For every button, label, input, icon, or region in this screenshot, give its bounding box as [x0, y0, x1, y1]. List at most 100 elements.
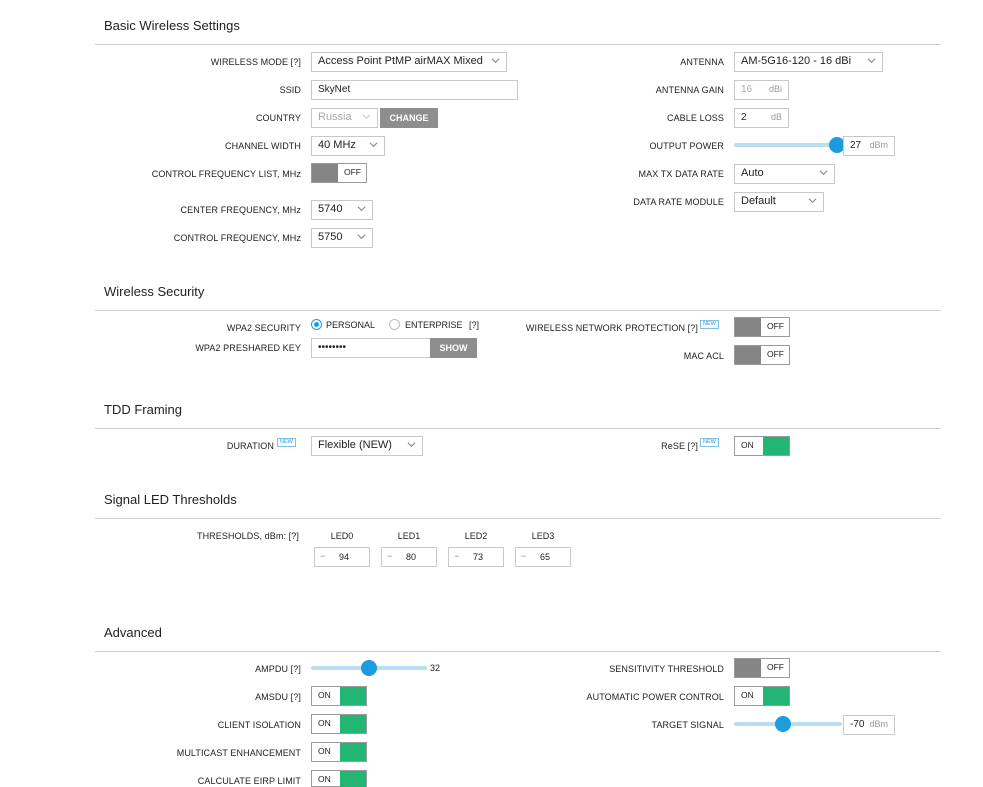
section-title-security: Wireless Security [104, 284, 205, 299]
led3-input[interactable]: − 65 [515, 547, 571, 567]
mac-acl-toggle[interactable]: OFF [734, 345, 790, 365]
control-freq-label: CONTROL FREQUENCY, MHz [173, 233, 301, 243]
chevron-down-icon [357, 234, 366, 240]
section-title-tdd: TDD Framing [104, 402, 183, 417]
control-freq-list-toggle[interactable]: OFF [311, 163, 367, 183]
led2-input[interactable]: − 73 [448, 547, 504, 567]
toggle-knob [763, 437, 789, 455]
apc-toggle[interactable]: ON [734, 686, 790, 706]
psk-value: •••••••• [318, 342, 347, 353]
apc-label: AUTOMATIC POWER CONTROL [586, 692, 724, 702]
target-signal-unit: dBm [869, 719, 888, 729]
new-badge: NEW [700, 438, 719, 447]
output-power-unit: dBm [869, 140, 888, 150]
thresholds-label: THRESHOLDS, dBm: [?] [196, 531, 299, 541]
control-freq-value: 5750 [318, 231, 343, 243]
show-psk-button[interactable]: SHOW [430, 338, 477, 358]
output-power-value: 27 [850, 140, 862, 151]
max-tx-select[interactable]: Auto [734, 164, 835, 184]
amsdu-toggle[interactable]: ON [311, 686, 367, 706]
section-title-led: Signal LED Thresholds [104, 492, 237, 507]
toggle-state: OFF [767, 349, 784, 359]
toggle-knob [340, 743, 366, 761]
sensitivity-label: SENSITIVITY THRESHOLD [609, 664, 724, 674]
ssid-label: SSID [279, 85, 301, 95]
chevron-down-icon [808, 198, 817, 204]
ssid-input[interactable]: SkyNet [311, 80, 518, 100]
country-select: Russia [311, 108, 378, 128]
minus-icon: − [454, 551, 460, 561]
output-power-input[interactable]: 27 dBm [843, 136, 895, 156]
divider [95, 428, 941, 429]
eirp-toggle[interactable]: ON [311, 770, 367, 787]
personal-radio[interactable] [311, 319, 322, 330]
duration-value: Flexible (NEW) [318, 439, 392, 451]
eirp-label: CALCULATE EIRP LIMIT [197, 776, 301, 786]
channel-width-label: CHANNEL WIDTH [225, 141, 301, 151]
center-freq-select[interactable]: 5740 [311, 200, 373, 220]
toggle-knob [312, 164, 338, 182]
control-freq-select[interactable]: 5750 [311, 228, 373, 248]
toggle-state: ON [318, 774, 331, 784]
antenna-value: AM-5G16-120 - 16 dBi [741, 55, 852, 67]
duration-select[interactable]: Flexible (NEW) [311, 436, 423, 456]
toggle-state: ON [318, 718, 331, 728]
led0-input[interactable]: − 94 [314, 547, 370, 567]
toggle-state: ON [318, 746, 331, 756]
slider-thumb[interactable] [774, 716, 791, 732]
output-power-slider[interactable] [734, 137, 845, 153]
antenna-select[interactable]: AM-5G16-120 - 16 dBi [734, 52, 883, 72]
channel-width-select[interactable]: 40 MHz [311, 136, 385, 156]
section-title-basic: Basic Wireless Settings [104, 18, 240, 33]
ampdu-value: 32 [430, 663, 441, 673]
enterprise-help[interactable]: [?] [469, 320, 480, 330]
data-rate-module-select[interactable]: Default [734, 192, 824, 212]
chevron-down-icon [867, 58, 876, 64]
led1-value: 80 [406, 552, 417, 562]
toggle-state: OFF [767, 321, 784, 331]
target-signal-slider[interactable] [734, 716, 842, 732]
mac-acl-label: MAC ACL [683, 351, 724, 361]
amsdu-label: AMSDU [?] [255, 692, 301, 702]
wnp-label: WIRELESS NETWORK PROTECTION [?] [525, 323, 698, 333]
control-freq-list-label: CONTROL FREQUENCY LIST, MHz [151, 169, 301, 179]
psk-input[interactable]: •••••••• [311, 338, 431, 358]
cable-loss-input[interactable]: 2 dB [734, 108, 789, 128]
wpa2-security-label: WPA2 SECURITY [226, 323, 301, 333]
divider [95, 44, 941, 45]
slider-thumb[interactable] [828, 137, 845, 153]
wnp-toggle[interactable]: OFF [734, 317, 790, 337]
multicast-toggle[interactable]: ON [311, 742, 367, 762]
channel-width-value: 40 MHz [318, 139, 356, 151]
toggle-state: ON [741, 690, 754, 700]
wireless-mode-select[interactable]: Access Point PtMP airMAX Mixed [311, 52, 507, 72]
target-signal-input[interactable]: -70 dBm [843, 715, 895, 735]
led0-header: LED0 [330, 531, 354, 541]
client-isolation-label: CLIENT ISOLATION [217, 720, 301, 730]
rese-toggle[interactable]: ON [734, 436, 790, 456]
country-value: Russia [318, 111, 352, 123]
toggle-knob [763, 687, 789, 705]
led1-input[interactable]: − 80 [381, 547, 437, 567]
wireless-mode-label: WIRELESS MODE [?] [210, 57, 301, 67]
toggle-knob [735, 318, 761, 336]
cable-loss-label: CABLE LOSS [666, 113, 724, 123]
toggle-state: OFF [767, 662, 784, 672]
antenna-gain-value: 16 [741, 84, 753, 95]
data-rate-module-label: DATA RATE MODULE [633, 197, 724, 207]
toggle-knob [735, 346, 761, 364]
rese-label: ReSE [?] [661, 441, 698, 451]
led1-header: LED1 [397, 531, 421, 541]
change-country-button[interactable]: CHANGE [380, 108, 438, 128]
led2-value: 73 [473, 552, 484, 562]
sensitivity-toggle[interactable]: OFF [734, 658, 790, 678]
minus-icon: − [320, 551, 326, 561]
duration-label: DURATION [226, 441, 274, 451]
ampdu-slider[interactable] [311, 660, 427, 676]
enterprise-radio[interactable] [389, 319, 400, 330]
client-isolation-toggle[interactable]: ON [311, 714, 367, 734]
ampdu-label: AMPDU [?] [255, 664, 301, 674]
antenna-gain-unit: dBi [768, 84, 782, 94]
max-tx-label: MAX TX DATA RATE [638, 169, 724, 179]
slider-thumb[interactable] [361, 660, 377, 676]
